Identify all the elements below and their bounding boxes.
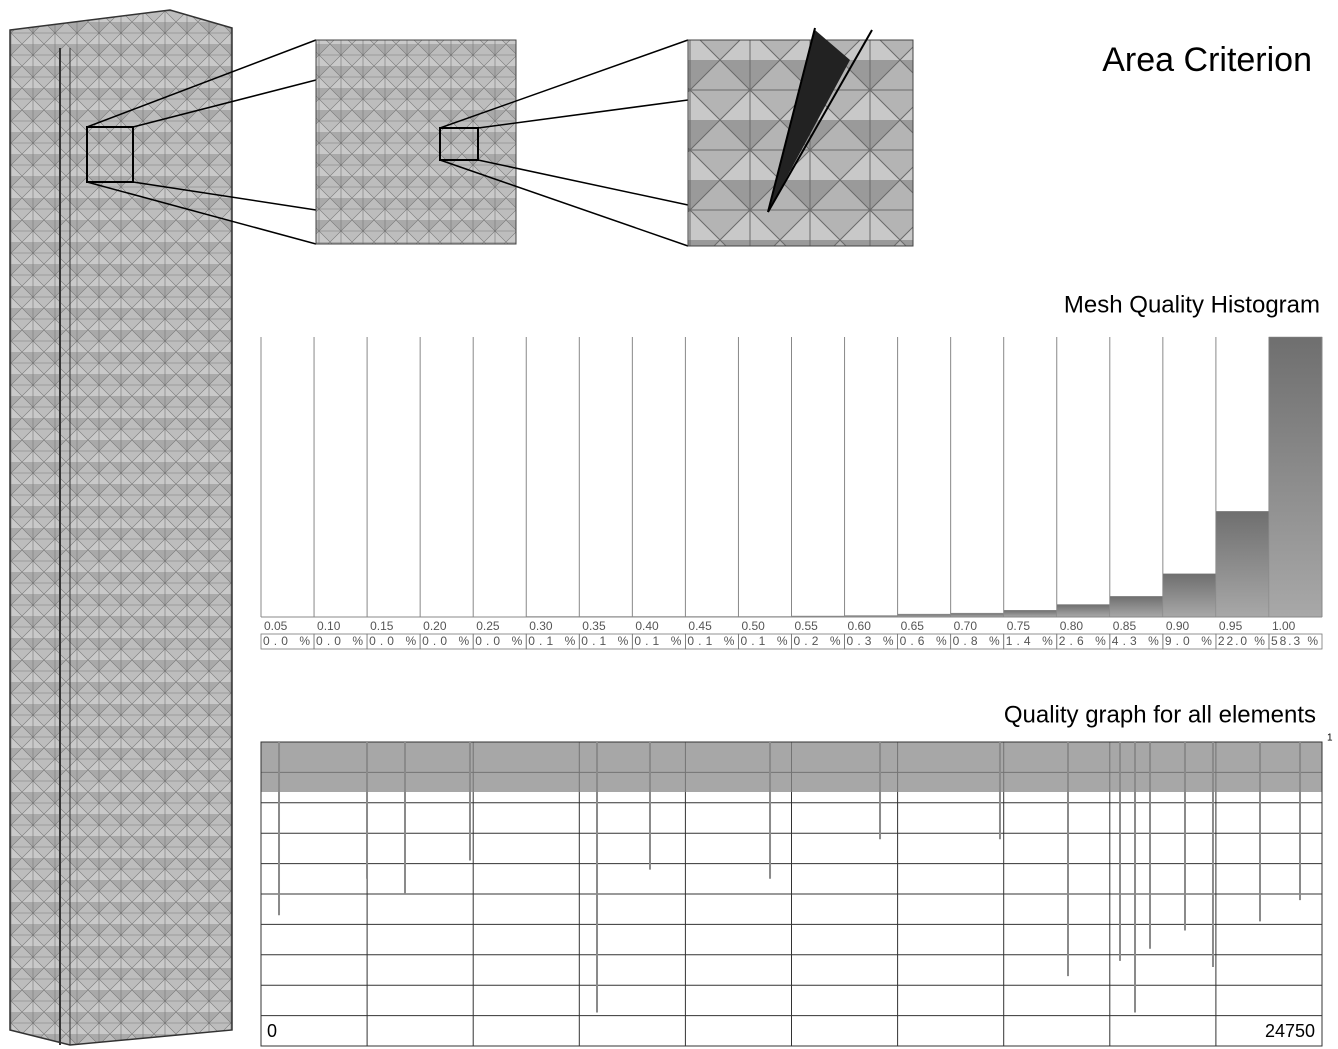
value-label: 22.0 % [1218, 634, 1265, 648]
bin-label: 0.25 [476, 619, 500, 633]
bin-label: 0.70 [954, 619, 978, 633]
figure: Area Criterion Mesh Quality Histogram Qu… [0, 0, 1338, 1049]
bin-label: 1.00 [1272, 619, 1296, 633]
value-label: 4.3 % [1112, 634, 1159, 648]
value-label: 0.1 % [687, 634, 734, 648]
bin-label: 0.30 [529, 619, 553, 633]
bin-label: 0.15 [370, 619, 394, 633]
value-label: 0.8 % [953, 634, 1000, 648]
bar [1216, 511, 1269, 617]
bar [1057, 605, 1110, 617]
bin-label: 0.90 [1166, 619, 1190, 633]
value-label: 0.1 % [634, 634, 681, 648]
bin-label: 0.40 [635, 619, 659, 633]
value-label: 0.0 % [263, 634, 310, 648]
histogram-title: Mesh Quality Histogram [1064, 291, 1320, 318]
bin-label: 0.80 [1060, 619, 1084, 633]
value-label: 0.0 % [369, 634, 416, 648]
value-label: 0.1 % [528, 634, 575, 648]
bin-label: 0.45 [688, 619, 712, 633]
bar [1163, 574, 1216, 617]
value-label: 0.6 % [900, 634, 947, 648]
value-label: 0.0 % [475, 634, 522, 648]
bar [1269, 337, 1322, 617]
value-label: 0.0 % [422, 634, 469, 648]
bar [1110, 596, 1163, 617]
bin-label: 0.75 [1007, 619, 1031, 633]
bin-label: 0.55 [795, 619, 819, 633]
x-tick-label: 24750 [1265, 1021, 1315, 1041]
bin-label: 0.10 [317, 619, 341, 633]
bin-label: 0.05 [264, 619, 288, 633]
bin-label: 0.50 [741, 619, 765, 633]
quality-band [261, 742, 1322, 792]
bin-label: 0.35 [582, 619, 606, 633]
x-tick-label: 0 [267, 1021, 277, 1041]
value-label: 0.1 % [740, 634, 787, 648]
mesh-view [10, 10, 913, 1045]
bin-label: 0.60 [848, 619, 872, 633]
bar [951, 613, 1004, 617]
bin-label: 0.20 [423, 619, 447, 633]
y-tick-label: 1 [1327, 733, 1333, 744]
value-label: 2.6 % [1059, 634, 1106, 648]
value-label: 0.0 % [316, 634, 363, 648]
value-label: 0.1 % [581, 634, 628, 648]
value-label: 0.2 % [794, 634, 841, 648]
bin-label: 0.65 [901, 619, 925, 633]
bar [1004, 610, 1057, 617]
value-label: 1.4 % [1006, 634, 1053, 648]
graph-title: Quality graph for all elements [1004, 701, 1316, 728]
value-label: 58.3 % [1271, 634, 1318, 648]
page-title: Area Criterion [1102, 41, 1312, 79]
bin-label: 0.95 [1219, 619, 1243, 633]
value-label: 9.0 % [1165, 634, 1212, 648]
value-label: 0.3 % [847, 634, 894, 648]
bin-label: 0.85 [1113, 619, 1137, 633]
